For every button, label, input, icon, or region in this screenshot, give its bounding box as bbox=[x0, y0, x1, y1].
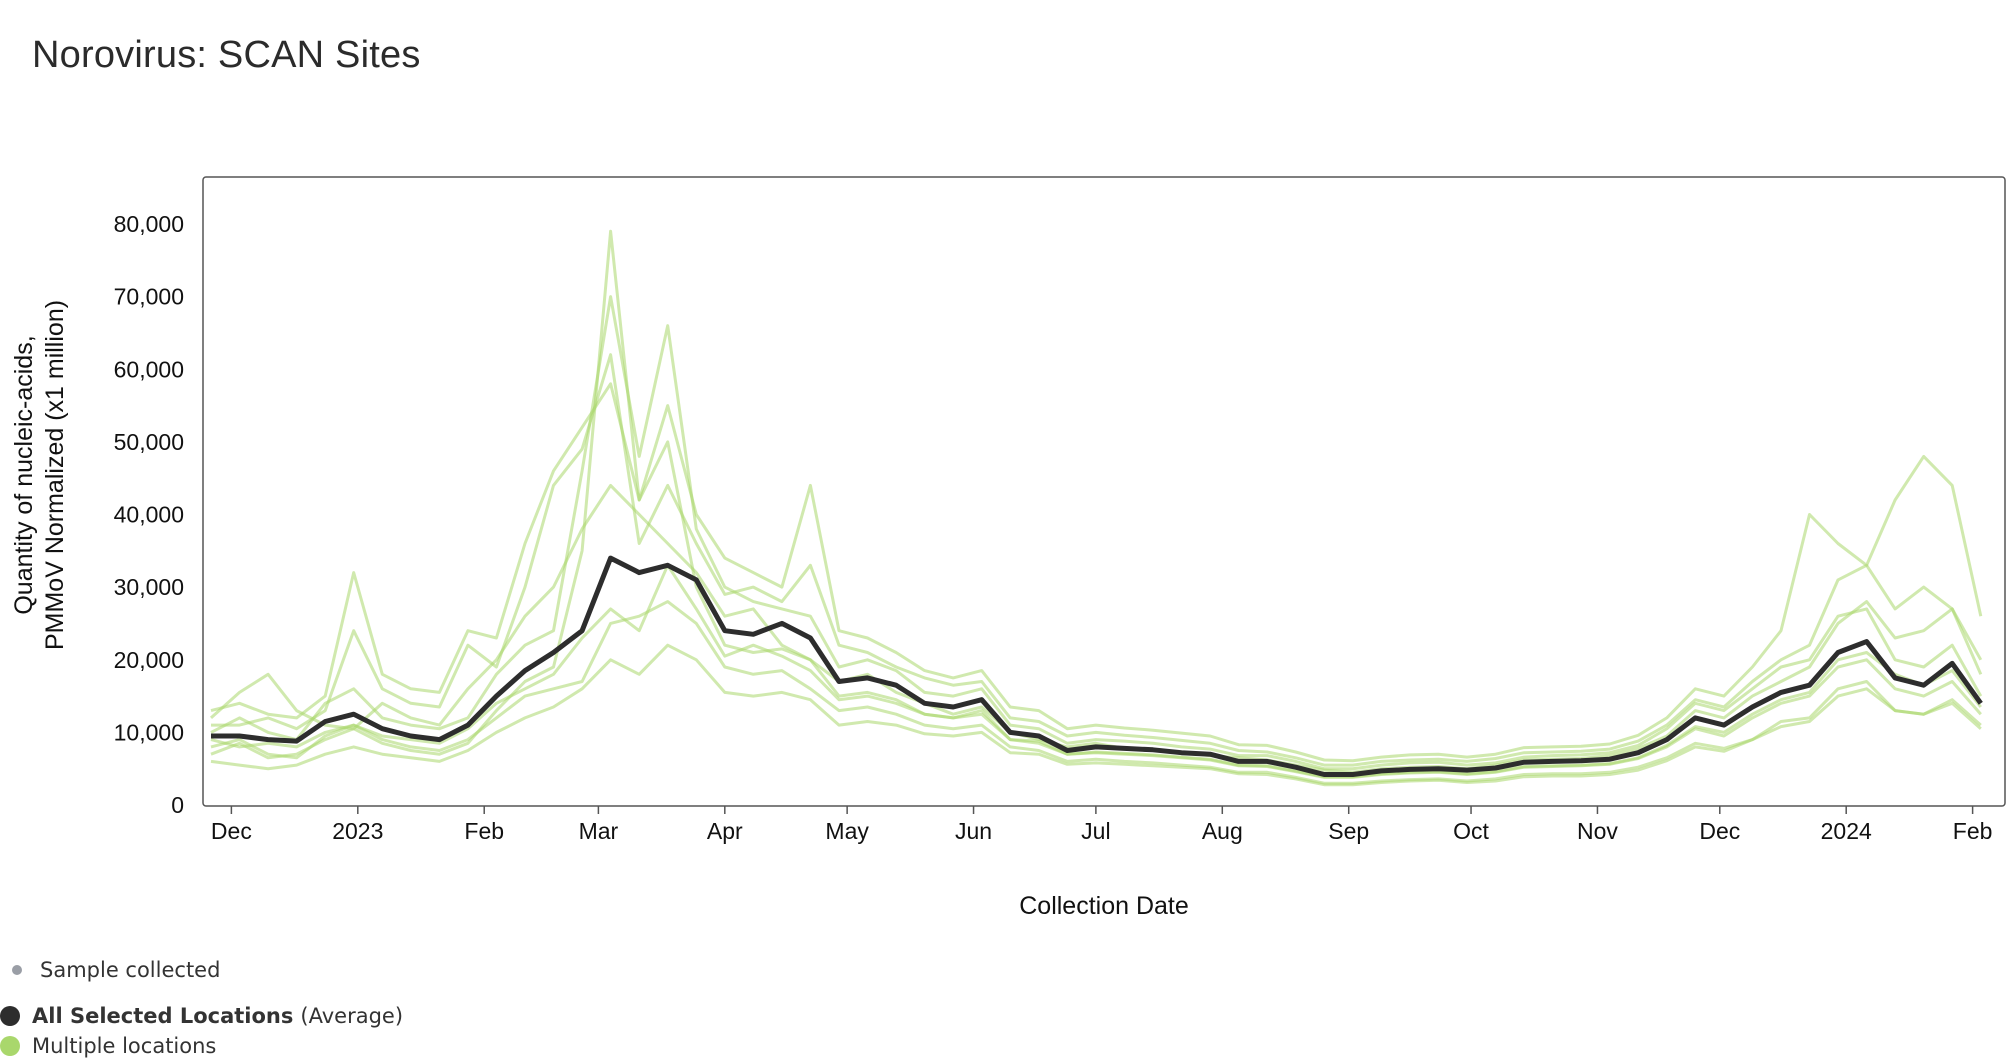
legend-label-average: All Selected Locations bbox=[32, 1004, 294, 1028]
x-axis-title: Collection Date bbox=[1019, 892, 1189, 920]
line-chart: 0 10,000 20,000 30,000 40,000 50,000 60,000 70,… bbox=[10, 176, 2006, 920]
x-tick-label: Sep bbox=[1328, 818, 1369, 844]
x-tick-label: Nov bbox=[1577, 818, 1618, 844]
x-tick-label: Jul bbox=[1081, 818, 1110, 844]
y-axis-title: Quantity of nucleic-acids, PMMoV Normaliz… bbox=[10, 300, 69, 650]
location-lines bbox=[209, 229, 1983, 787]
legend-item-locations[interactable]: Multiple locations bbox=[0, 1034, 216, 1058]
sample-dot-icon bbox=[12, 965, 22, 975]
chart-title: Norovirus: SCAN Sites bbox=[32, 34, 421, 76]
legend-label-average-suffix: (Average) bbox=[300, 1004, 404, 1028]
location-line-7[interactable] bbox=[210, 382, 1983, 763]
y-tick-label: 0 bbox=[171, 792, 184, 818]
average-line-group bbox=[211, 555, 1983, 777]
x-tick-label: May bbox=[825, 818, 869, 844]
x-tick-label: Mar bbox=[579, 818, 619, 844]
x-tick-label: Apr bbox=[707, 818, 743, 844]
x-tick-label: 2024 bbox=[1821, 818, 1872, 844]
plot-frame bbox=[202, 176, 2006, 807]
locations-dot-icon bbox=[0, 1036, 20, 1056]
location-line-2[interactable] bbox=[210, 600, 1982, 785]
x-tick-label: 2023 bbox=[332, 818, 383, 844]
x-tick-label: Aug bbox=[1202, 818, 1243, 844]
legend-item-average[interactable]: All Selected Locations (Average) bbox=[0, 1004, 403, 1028]
x-tick-label: Dec bbox=[211, 818, 252, 844]
legend-label-sample: Sample collected bbox=[40, 958, 221, 982]
x-tick-label: Jun bbox=[955, 818, 992, 844]
legend-label-locations: Multiple locations bbox=[32, 1034, 217, 1058]
average-dot-icon bbox=[0, 1006, 20, 1026]
y-tick-label: 40,000 bbox=[114, 502, 184, 528]
y-axis-title-line: Quantity of nucleic-acids, bbox=[10, 335, 38, 614]
location-line-6[interactable] bbox=[210, 563, 1982, 779]
x-tick-label: Feb bbox=[464, 818, 504, 844]
location-line-5[interactable] bbox=[211, 353, 1983, 767]
y-axis: 0 10,000 20,000 30,000 40,000 50,000 60,000 70,… bbox=[114, 211, 184, 818]
location-line-8[interactable] bbox=[210, 643, 1982, 787]
location-line-3[interactable] bbox=[210, 295, 1983, 771]
average-line[interactable] bbox=[211, 555, 1983, 777]
x-tick-label: Oct bbox=[1453, 818, 1489, 844]
legend-item-sample[interactable]: Sample collected bbox=[0, 958, 220, 982]
y-tick-label: 70,000 bbox=[114, 284, 184, 310]
location-line-4[interactable] bbox=[210, 229, 1982, 779]
x-tick-label: Dec bbox=[1699, 818, 1740, 844]
y-tick-label: 60,000 bbox=[114, 356, 184, 382]
x-axis: Dec 2023 Feb Mar Apr May Jun Jul Aug Sep Oct Nov Dec… bbox=[211, 806, 1992, 844]
y-tick-label: 30,000 bbox=[114, 574, 184, 600]
location-line-1[interactable] bbox=[209, 483, 1983, 774]
y-tick-label: 10,000 bbox=[114, 719, 184, 745]
y-tick-label: 20,000 bbox=[114, 647, 184, 673]
y-axis-title-line: PMMoV Normalized (x1 million) bbox=[41, 300, 69, 650]
y-tick-label: 80,000 bbox=[114, 211, 184, 237]
y-tick-label: 50,000 bbox=[114, 429, 184, 455]
x-tick-label: Feb bbox=[1953, 818, 1993, 844]
